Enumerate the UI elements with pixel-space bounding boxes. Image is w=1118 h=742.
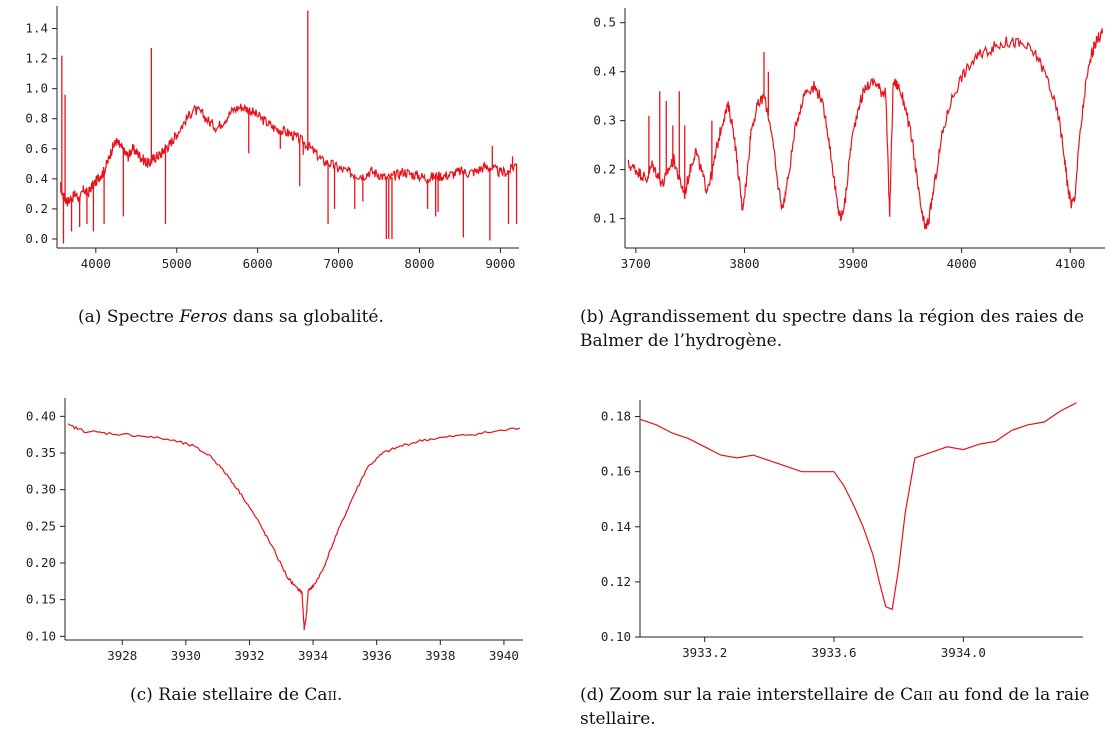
y-tick-label: 0.16 <box>601 464 631 479</box>
caption-a-tag: (a) <box>78 307 102 327</box>
spectrum-line <box>627 28 1103 230</box>
y-tick-label: 0.6 <box>25 141 48 156</box>
caption-c: (c) Raie stellaire de Caii. <box>130 683 550 707</box>
x-tick-label: 4000 <box>947 256 977 271</box>
y-tick-label: 0.2 <box>593 162 616 177</box>
caption-a-post: dans sa globalité. <box>232 307 384 327</box>
x-tick-label: 7000 <box>324 256 354 271</box>
chart-panel-b: 0.1 0.2 0.3 0.4 0.5 3700 3800 3900 4000 4100 <box>560 0 1118 290</box>
spectrum-line <box>59 103 518 207</box>
x-tick-label: 5000 <box>162 256 192 271</box>
chart-panel-a: 0.0 0.2 0.4 0.6 0.8 1.0 1.2 1.4 4000 5000 6000 7000… <box>0 0 540 290</box>
y-tick-label: 0.1 <box>593 211 616 226</box>
y-tick-label: 1.0 <box>25 81 48 96</box>
x-tick-label: 3800 <box>729 256 759 271</box>
x-tick-label: 3936 <box>362 648 392 663</box>
y-tick-label: 0.5 <box>593 15 616 30</box>
y-tick-label: 1.4 <box>25 21 48 36</box>
x-tick-label: 3934 <box>298 648 328 663</box>
caption-c-sc: ii <box>327 685 338 705</box>
caption-a: (a) Spectre Feros dans sa globalité. <box>78 305 498 329</box>
y-tick-label: 0.30 <box>26 482 56 497</box>
y-tick-label: 0.15 <box>26 592 56 607</box>
y-tick-label: 0.4 <box>593 64 616 79</box>
spectrum-chart-c: 0.10 0.15 0.20 0.25 0.30 0.35 0.40 3928 3930 3932… <box>26 398 523 663</box>
x-tick-label: 3934.0 <box>941 645 986 660</box>
y-tick-label: 1.2 <box>25 51 48 66</box>
spectrum-line <box>639 402 1077 611</box>
chart-panel-d: 0.10 0.12 0.14 0.16 0.18 3933.2 3933.6 3934.0 <box>560 380 1118 670</box>
y-tick-label: 0.20 <box>26 555 56 570</box>
x-tick-label: 4100 <box>1055 256 1085 271</box>
y-tick-label: 0.10 <box>26 628 56 643</box>
y-tick-label: 0.40 <box>26 408 56 423</box>
x-tick-label: 3940 <box>489 648 519 663</box>
x-tick-label: 3930 <box>171 648 201 663</box>
chart-panel-c: 0.10 0.15 0.20 0.25 0.30 0.35 0.40 3928 3930 3932… <box>0 380 540 670</box>
x-tick-label: 8000 <box>404 256 434 271</box>
caption-a-em: Feros <box>179 307 228 327</box>
y-tick-label: 0.2 <box>25 201 48 216</box>
caption-d-sc: ii <box>923 685 933 705</box>
y-tick-label: 0.3 <box>593 113 616 128</box>
caption-d-pre: (d) Zoom sur la raie interstellaire de C… <box>580 685 924 705</box>
y-tick-label: 0.25 <box>26 518 56 533</box>
x-tick-label: 3932 <box>234 648 264 663</box>
caption-d-post: au fond de la raie stellaire. <box>580 685 1090 729</box>
x-tick-label: 6000 <box>243 256 273 271</box>
spectrum-chart-a: 0.0 0.2 0.4 0.6 0.8 1.0 1.2 1.4 4000 5000 6000 7000… <box>25 6 519 271</box>
x-tick-label: 9000 <box>485 256 515 271</box>
y-tick-label: 0.35 <box>26 445 56 460</box>
x-tick-label: 3933.2 <box>682 645 727 660</box>
y-tick-label: 0.10 <box>601 629 631 644</box>
y-tick-label: 0.18 <box>601 409 631 424</box>
caption-d: (d) Zoom sur la raie interstellaire de C… <box>580 683 1118 731</box>
y-tick-label: 0.12 <box>601 574 631 589</box>
y-tick-label: 0.14 <box>601 519 631 534</box>
y-tick-label: 0.4 <box>25 171 48 186</box>
spectrum-line <box>67 423 521 631</box>
caption-c-post: . <box>337 685 343 705</box>
x-tick-label: 3700 <box>621 256 651 271</box>
caption-b-text: (b) Agrandissement du spectre dans la ré… <box>580 307 1085 351</box>
y-tick-label: 0.0 <box>25 231 48 246</box>
caption-b: (b) Agrandissement du spectre dans la ré… <box>580 305 1118 353</box>
x-tick-label: 3938 <box>425 648 455 663</box>
x-tick-label: 3928 <box>107 648 137 663</box>
spectrum-chart-b: 0.1 0.2 0.3 0.4 0.5 3700 3800 3900 4000 4100 <box>593 8 1105 271</box>
x-tick-label: 4000 <box>81 256 111 271</box>
caption-a-pre: Spectre <box>106 307 174 327</box>
spectrum-chart-d: 0.10 0.12 0.14 0.16 0.18 3933.2 3933.6 3934.0 <box>601 400 1083 660</box>
x-tick-label: 3933.6 <box>811 645 856 660</box>
x-tick-label: 3900 <box>838 256 868 271</box>
y-tick-label: 0.8 <box>25 111 48 126</box>
caption-c-pre: (c) Raie stellaire de Ca <box>130 685 328 705</box>
